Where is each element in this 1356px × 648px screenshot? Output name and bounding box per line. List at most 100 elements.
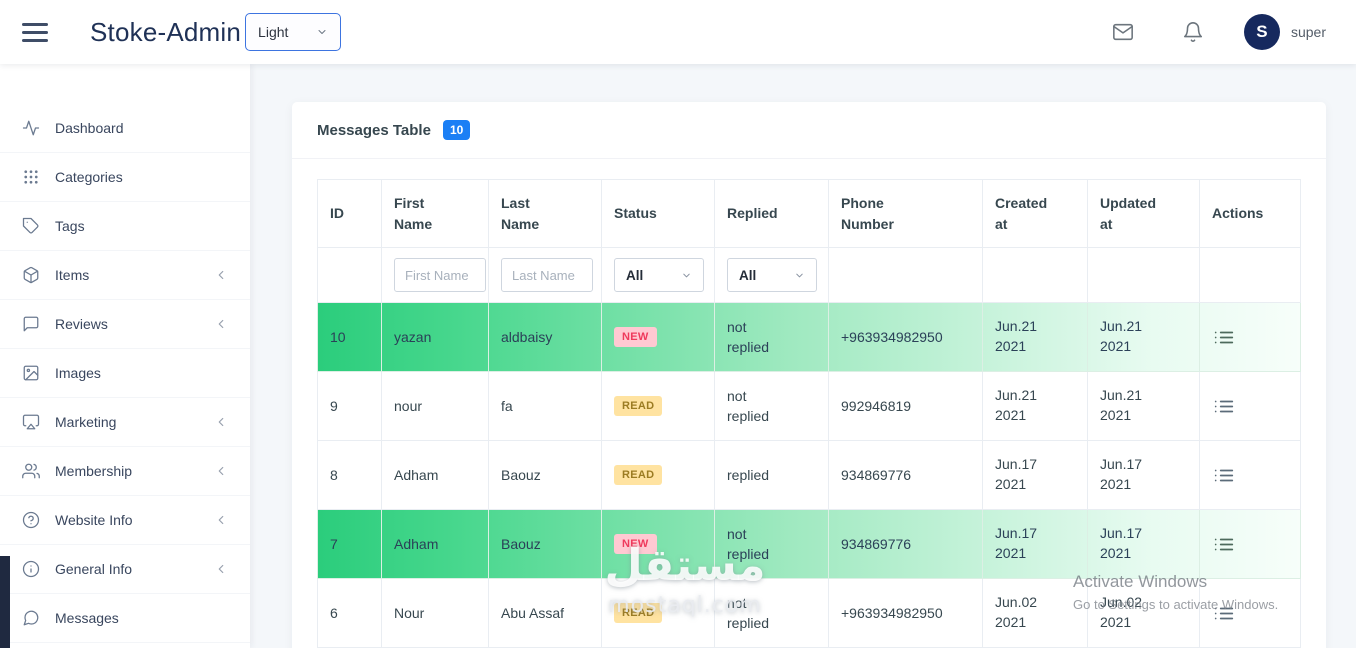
cell-created: Jun.17 2021 <box>982 440 1088 510</box>
sidebar-item-membership[interactable]: Membership <box>0 447 250 496</box>
cell-status: NEW <box>601 302 715 372</box>
updated-text: Jun.17 2021 <box>1100 456 1143 492</box>
sidebar-item-categories[interactable]: Categories <box>0 153 250 202</box>
header-actions: S super <box>1068 14 1326 50</box>
sidebar-item-general-info[interactable]: General Info <box>0 545 250 594</box>
menu-toggle-button[interactable] <box>22 22 48 42</box>
sidebar-item-images[interactable]: Images <box>0 349 250 398</box>
row-actions-button[interactable] <box>1212 465 1236 486</box>
theme-selector-value: Light <box>258 24 289 40</box>
cell-status: READ <box>601 371 715 441</box>
sidebar-item-label: General Info <box>55 561 133 577</box>
users-icon <box>22 462 40 480</box>
cell-phone: +963934982950 <box>828 578 983 648</box>
mail-button[interactable] <box>1108 17 1138 47</box>
cell-updated: Jun.21 2021 <box>1087 302 1200 372</box>
sidebar: Dashboard Categories Tags Items Reviews … <box>0 64 250 648</box>
replied-text: not replied <box>727 525 770 562</box>
card-header: Messages Table 10 <box>292 102 1326 159</box>
theme-selector[interactable]: Light <box>245 13 342 51</box>
cell-phone: 992946819 <box>828 371 983 441</box>
sidebar-item-website-info[interactable]: Website Info <box>0 496 250 545</box>
row-actions-button[interactable] <box>1212 534 1236 555</box>
list-icon <box>1214 400 1234 412</box>
cell-last-name: fa <box>488 371 602 441</box>
replied-text: not replied <box>727 594 770 631</box>
table-row: 8 Adham Baouz READ replied 934869776 Jun… <box>317 440 1301 510</box>
col-created-at: Created at <box>982 179 1088 248</box>
cell-id: 10 <box>317 302 382 372</box>
replied-filter-value: All <box>739 267 757 283</box>
cell-status: READ <box>601 578 715 648</box>
last-name-filter-input[interactable] <box>501 258 593 292</box>
status-badge: NEW <box>614 534 657 554</box>
col-id: ID <box>317 179 382 248</box>
cell-first-name: Adham <box>381 440 489 510</box>
chevron-left-icon <box>214 562 228 576</box>
list-icon <box>1214 538 1234 550</box>
cell-actions <box>1199 578 1301 648</box>
created-text: Jun.21 2021 <box>995 318 1038 354</box>
notifications-button[interactable] <box>1178 17 1208 47</box>
cell-last-name: Abu Assaf <box>488 578 602 648</box>
cell-id: 8 <box>317 440 382 510</box>
status-badge: READ <box>614 396 663 416</box>
sidebar-item-reviews[interactable]: Reviews <box>0 300 250 349</box>
sidebar-item-label: Tags <box>55 218 85 234</box>
image-icon <box>22 364 40 382</box>
list-icon <box>1214 331 1234 343</box>
avatar: S <box>1243 14 1280 50</box>
table-row: 9 nour fa READ not replied 992946819 Jun… <box>317 371 1301 441</box>
status-badge: READ <box>614 603 663 623</box>
sidebar-item-label: Website Info <box>55 512 133 528</box>
status-filter-select[interactable]: All <box>614 258 704 292</box>
airplay-icon <box>22 413 40 431</box>
message-circle-icon <box>22 609 40 627</box>
cell-first-name: Adham <box>381 509 489 579</box>
chevron-down-icon <box>683 273 690 277</box>
sidebar-item-label: Dashboard <box>55 120 124 136</box>
row-actions-button[interactable] <box>1212 327 1236 348</box>
cell-created: Jun.17 2021 <box>982 509 1088 579</box>
sidebar-edge-strip <box>0 556 10 648</box>
first-name-filter-input[interactable] <box>394 258 486 292</box>
status-badge: NEW <box>614 327 657 347</box>
updated-text: Jun.02 2021 <box>1100 594 1143 630</box>
created-text: Jun.17 2021 <box>995 456 1038 492</box>
activity-icon <box>22 119 40 137</box>
sidebar-item-label: Items <box>55 267 90 283</box>
replied-filter-select[interactable]: All <box>727 258 817 292</box>
row-actions-button[interactable] <box>1212 603 1236 624</box>
sidebar-item-tags[interactable]: Tags <box>0 202 250 251</box>
help-circle-icon <box>22 511 40 529</box>
updated-text: Jun.21 2021 <box>1100 318 1143 354</box>
cell-replied: not replied <box>714 302 829 372</box>
message-square-icon <box>22 315 40 333</box>
cell-replied: not replied <box>714 578 829 648</box>
table-row: 10 yazan aldbaisy NEW not replied +96393… <box>317 302 1301 372</box>
bell-icon <box>1183 22 1202 42</box>
cell-created: Jun.21 2021 <box>982 302 1088 372</box>
sidebar-item-messages[interactable]: Messages <box>0 594 250 643</box>
list-icon <box>1214 607 1234 619</box>
sidebar-item-marketing[interactable]: Marketing <box>0 398 250 447</box>
card-body: ID First Name Last Name Status Replied P… <box>292 159 1326 648</box>
cell-first-name: yazan <box>381 302 489 372</box>
row-actions-button[interactable] <box>1212 396 1236 417</box>
status-filter-value: All <box>626 267 644 283</box>
col-phone-number: Phone Number <box>828 179 983 248</box>
list-icon <box>1214 469 1234 481</box>
col-status: Status <box>601 179 715 248</box>
mail-icon <box>1113 23 1133 41</box>
cell-id: 9 <box>317 371 382 441</box>
col-updated-at: Updated at <box>1087 179 1200 248</box>
cell-actions <box>1199 302 1301 372</box>
user-menu[interactable]: S super <box>1243 14 1326 50</box>
chevron-left-icon <box>214 415 228 429</box>
grid-dots-icon <box>22 168 40 186</box>
sidebar-item-dashboard[interactable]: Dashboard <box>0 104 250 153</box>
cell-status: NEW <box>601 509 715 579</box>
brand-title: Stoke-Admin <box>90 16 242 47</box>
sidebar-item-items[interactable]: Items <box>0 251 250 300</box>
